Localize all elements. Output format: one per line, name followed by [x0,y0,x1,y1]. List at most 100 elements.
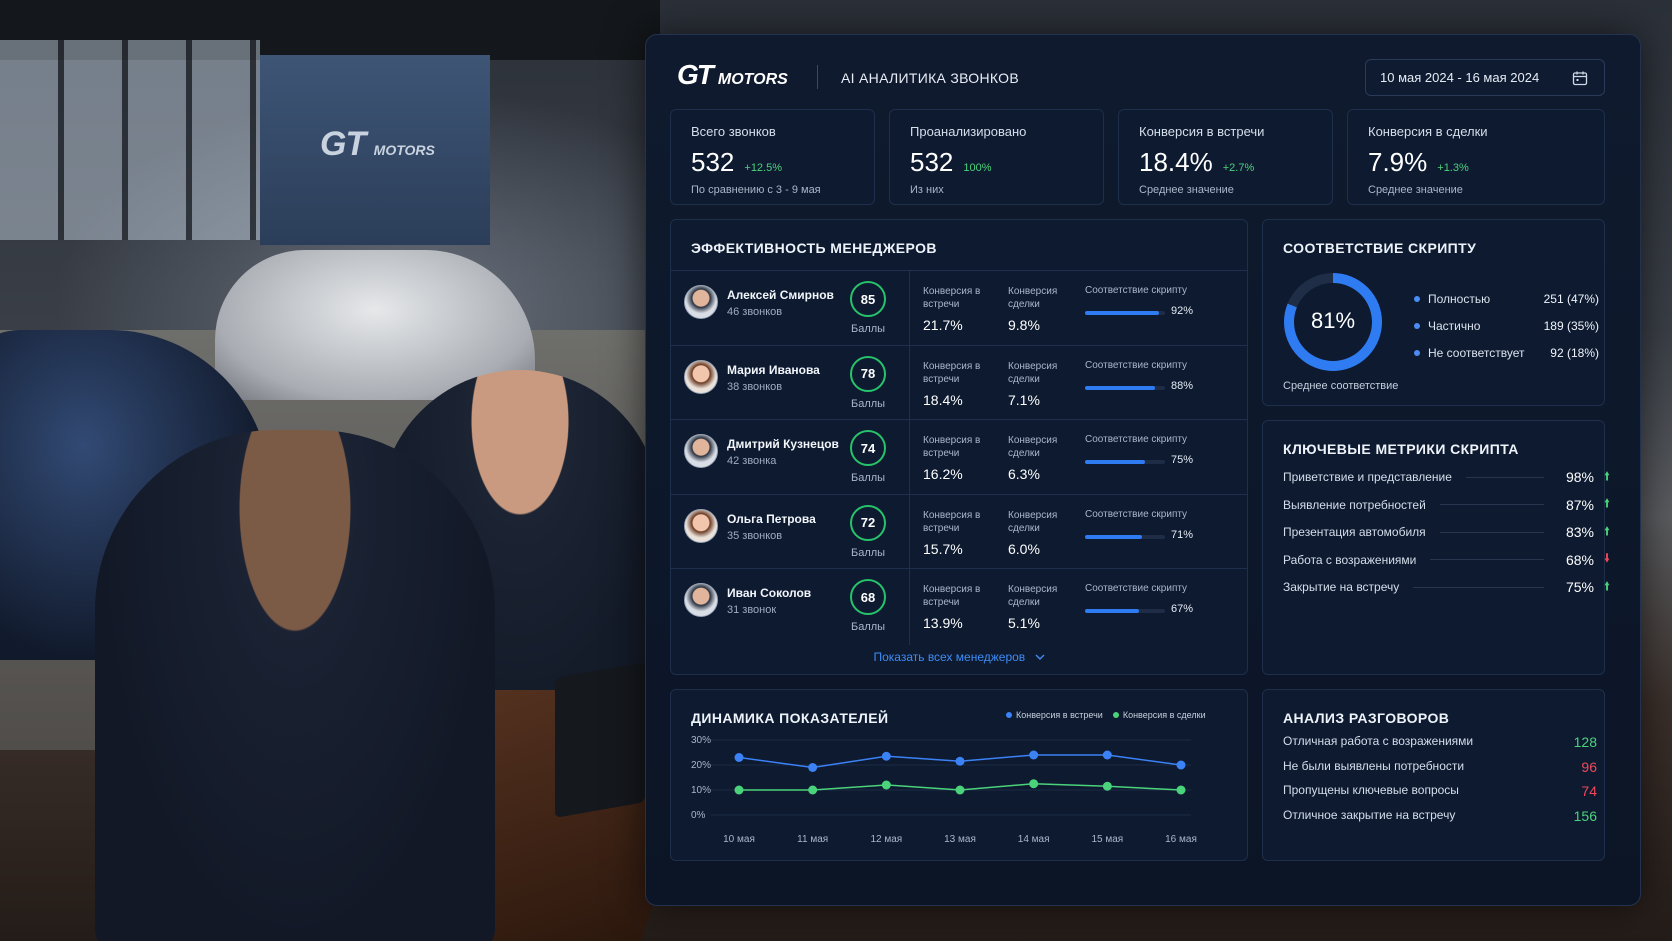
logo-gt: GT [677,59,714,90]
manager-row[interactable]: Дмитрий Кузнецов 42 звонка 74 Баллы Конв… [671,419,1247,496]
kpi-value: 7.9% [1368,147,1428,177]
avatar [684,583,718,617]
avatar [684,434,718,468]
avatar [684,508,718,543]
legend-label: Конверсия в встречи [1016,710,1103,720]
deal-conversion-value: 6.0% [1008,540,1040,557]
score-ring: 68 [850,579,886,615]
desk-monitor [555,662,645,818]
managers-card: ЭФФЕКТИВНОСТЬ МЕНЕДЖЕРОВ Алексей Смирнов… [670,219,1248,675]
conversation-metric-value: 128 [1573,734,1597,750]
data-point [955,756,965,766]
script-compliance-label: Соответствие скрипту [1085,434,1188,445]
kpi-card-total-calls: Всего звонков 532 +12.5% По сравнению с 3… [670,109,875,205]
show-all-label: Показать всех менеджеров [873,650,1026,664]
key-metric-value: 98% [1565,469,1594,485]
column-divider [909,494,910,571]
score-value: 74 [860,440,876,456]
data-point [734,785,744,795]
date-range-picker[interactable]: 10 мая 2024 - 16 мая 2024 [1365,59,1605,96]
kpi-card-meeting-conversion: Конверсия в встречи 18.4% +2.7% Среднее з… [1118,109,1333,205]
data-point [881,780,891,790]
section-title: ЭФФЕКТИВНОСТЬ МЕНЕДЖЕРОВ [691,240,937,256]
data-point [1102,781,1112,791]
chart-legend: Конверсия в встречи Конверсия в сделки [1006,710,1206,720]
column-divider [909,271,910,347]
column-divider [909,569,910,645]
legend-item-meetings: Конверсия в встречи [1006,710,1103,720]
manager-row[interactable]: Ольга Петрова 35 звонков 72 Баллы Конвер… [671,493,1247,571]
score-label: Баллы [851,323,886,335]
script-compliance-value: 92% [1171,305,1194,317]
column-divider [909,345,910,422]
script-compliance-value: 67% [1171,603,1194,615]
key-metric-value: 87% [1565,496,1594,513]
deal-conversion-label: Конверсия сделки [1008,286,1058,310]
script-compliance-bar [1085,609,1165,613]
x-tick-label: 11 мая [797,834,828,845]
key-metric-leader-line [1430,559,1544,560]
key-metric-label: Презентация автомобиля [1283,525,1426,539]
manager-row[interactable]: Иван Соколов 31 звонок 68 Баллы Конверси… [671,568,1247,645]
arrow-up-icon: 🠙 [1603,523,1610,538]
script-compliance-label: Соответствие скрипту [1085,508,1188,520]
kpi-title: Проанализировано [910,124,1027,139]
script-compliance-fill [1085,609,1139,613]
arrow-down-icon: 🠛 [1603,551,1610,565]
data-point [1102,750,1112,760]
legend-partial: Частично 189 (35%) [1414,319,1599,333]
legend-label: Полностью [1428,292,1491,306]
deal-conversion-value: 5.1% [1008,615,1040,631]
manager-calls: 38 звонков [727,380,783,393]
y-tick-label: 0% [691,810,706,821]
manager-row[interactable]: Алексей Смирнов 46 звонков 85 Баллы Конв… [671,270,1247,347]
deal-conversion-label: Конверсия сделки [1008,584,1058,608]
calendar-icon[interactable] [1572,70,1588,86]
showroom-windows [0,40,260,240]
key-metric-row: Закрытие на встречу 75% 🠙 [1283,577,1610,597]
kpi-value: 532 [691,147,735,177]
script-compliance-bar [1085,534,1165,539]
meeting-conversion-label: Конверсия в встречи [923,286,981,310]
donut-caption: Среднее соответствие [1283,380,1399,392]
header-divider [817,65,818,89]
key-metric-value: 68% [1565,551,1594,568]
legend-dot [1414,323,1420,329]
kpi-title: Конверсия в встречи [1139,124,1265,139]
x-tick-label: 12 мая [870,834,902,845]
meeting-conversion-label: Конверсия в встречи [923,509,981,534]
manager-name: Дмитрий Кузнецов [727,437,839,451]
dynamics-line-chart: 30% 20% 10% 0% 10 мая 11 мая 12 мая 13 мая 14 ма… [691,735,1197,845]
conversation-metric-value: 74 [1581,783,1597,799]
analytics-dashboard: GT MOTORS AI АНАЛИТИКА ЗВОНКОВ 10 мая 20… [645,34,1641,906]
legend-dot [1112,712,1119,718]
kpi-delta: 100% [963,162,992,174]
key-metric-row: Работа с возражениями 68% 🠛 [1283,550,1610,570]
data-point [955,785,965,795]
manager-name: Алексей Смирнов [727,288,834,302]
manager-name: Мария Иванова [727,362,820,377]
meeting-conversion-value: 13.9% [923,615,963,631]
score-label: Баллы [851,621,886,633]
score-label: Баллы [851,546,886,559]
brand-logo: GT MOTORS [677,59,788,91]
chevron-down-icon [1035,654,1045,660]
script-compliance-bar [1085,311,1165,315]
section-title: АНАЛИЗ РАЗГОВОРОВ [1283,710,1450,726]
x-tick-label: 14 мая [1018,834,1050,845]
show-all-managers-link[interactable]: Показать всех менеджеров [671,650,1247,664]
avatar [684,359,718,394]
key-metrics-card: КЛЮЧЕВЫЕ МЕТРИКИ СКРИПТА Приветствие и п… [1262,420,1610,675]
kpi-title: Всего звонков [691,124,776,139]
script-compliance-value: 71% [1171,528,1194,541]
compliance-donut [1284,273,1382,371]
manager-row[interactable]: Мария Иванова 38 звонков 78 Баллы Конвер… [671,344,1247,422]
kpi-value: 18.4% [1139,147,1213,177]
kpi-subtitle: Из них [910,184,944,196]
key-metric-row: Приветствие и представление 98% 🠙 [1283,467,1610,487]
legend-value: 92 (18%) [1550,346,1599,360]
score-value: 68 [860,589,876,605]
conversation-metric-label: Пропущены ключевые вопросы [1283,783,1459,797]
script-compliance-label: Соответствие скрипту [1085,359,1188,371]
data-point [1029,750,1039,760]
